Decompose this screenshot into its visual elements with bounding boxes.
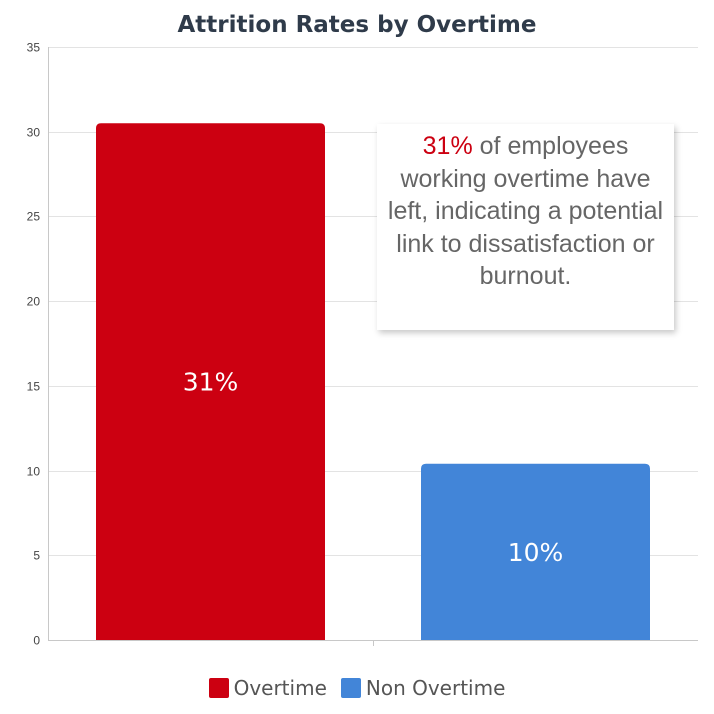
bar-label-overtime: 31% [183, 368, 239, 397]
y-tick-label-20: 20 [27, 295, 41, 309]
bar-overtime [96, 123, 325, 640]
bar-label-non-overtime: 10% [508, 538, 564, 567]
annotation-highlight: 31% [422, 132, 473, 160]
y-tick-label-10: 10 [27, 465, 41, 479]
legend-swatch-non-overtime [340, 678, 361, 698]
y-tick-label-35: 35 [27, 41, 41, 55]
y-tick-label-30: 30 [27, 126, 41, 140]
y-tick-label-0: 0 [33, 634, 40, 648]
y-tick-label-25: 25 [27, 210, 41, 224]
y-tick-label-15: 15 [27, 380, 41, 394]
legend: Overtime Non Overtime [0, 676, 714, 700]
bar-non-overtime [421, 463, 650, 640]
legend-item-non-overtime[interactable]: Non Overtime [340, 676, 506, 700]
legend-item-overtime[interactable]: Overtime [208, 676, 327, 700]
chart-title: Attrition Rates by Overtime [177, 12, 537, 38]
legend-label-overtime: Overtime [233, 676, 327, 700]
annotation-text: of employees working overtime have left,… [387, 132, 664, 290]
legend-label-non-overtime: Non Overtime [365, 676, 506, 700]
annotation-box: 31% of employees working overtime have l… [377, 124, 674, 330]
y-tick-label-5: 5 [33, 549, 40, 563]
legend-swatch-overtime [208, 678, 229, 698]
